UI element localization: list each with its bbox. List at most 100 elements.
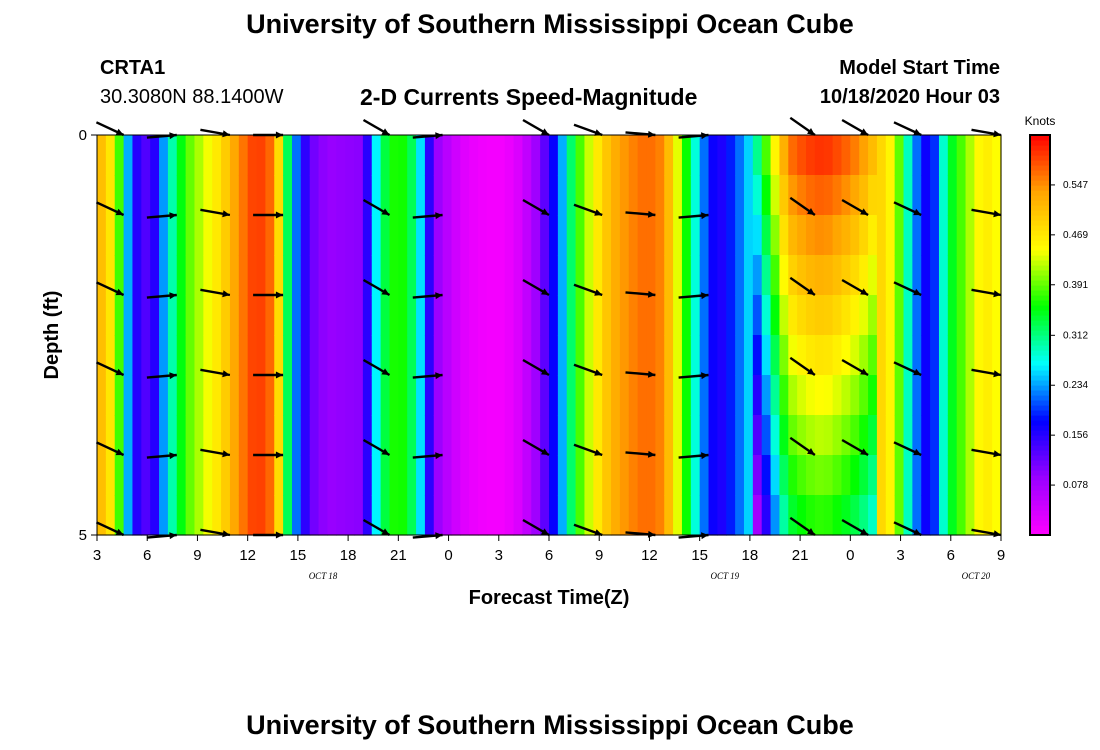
heatmap-cell	[841, 295, 851, 336]
current-arrow-head	[435, 452, 443, 460]
heatmap-cell	[992, 415, 1002, 456]
heatmap-cell	[894, 295, 905, 336]
colorbar-segment	[1030, 515, 1050, 521]
heatmap-cell	[433, 255, 444, 296]
heatmap-cell	[132, 495, 142, 536]
heatmap-cell	[283, 215, 293, 256]
colorbar-segment	[1030, 425, 1050, 431]
heatmap-cell	[611, 255, 621, 296]
x-tick-label: 9	[193, 547, 201, 564]
heatmap-cell	[655, 495, 665, 536]
heatmap-cell	[947, 415, 958, 456]
heatmap-cell	[850, 375, 860, 416]
current-arrow-head	[594, 529, 603, 536]
heatmap-cell	[761, 255, 772, 296]
x-tick-label: 3	[495, 547, 503, 564]
heatmap-cell	[540, 295, 550, 336]
heatmap-cell	[690, 175, 701, 216]
heatmap-cell	[97, 335, 107, 376]
heatmap-cell	[291, 295, 302, 336]
heatmap-cell	[203, 135, 213, 176]
heatmap-cell	[876, 135, 887, 176]
heatmap-cell	[309, 375, 320, 416]
heatmap-cell	[664, 375, 674, 416]
heatmap-cell	[504, 175, 515, 216]
heatmap-cell	[912, 295, 922, 336]
heatmap-cell	[646, 135, 656, 176]
heatmap-cell	[283, 295, 293, 336]
heatmap-cell	[557, 415, 568, 456]
colorbar-segment	[1030, 490, 1050, 496]
heatmap-cell	[912, 335, 922, 376]
heatmap-cell	[97, 455, 107, 496]
heatmap-cell	[203, 415, 213, 456]
heatmap-cell	[752, 455, 763, 496]
heatmap-cell	[194, 215, 204, 256]
heatmap-cell	[619, 335, 630, 376]
heatmap-cell	[637, 335, 648, 376]
heatmap-cell	[947, 295, 958, 336]
heatmap-cell	[992, 335, 1002, 376]
heatmap-cell	[300, 135, 311, 176]
heatmap-cell	[832, 175, 843, 216]
heatmap-cell	[761, 375, 772, 416]
heatmap-cell	[495, 255, 506, 296]
heatmap-cell	[619, 495, 630, 536]
heatmap-cell	[894, 375, 905, 416]
colorbar-label: 0.156	[1063, 430, 1088, 441]
heatmap-cell	[930, 215, 940, 256]
heatmap-cell	[673, 255, 683, 296]
heatmap-cell	[380, 175, 391, 216]
heatmap-cell	[876, 215, 887, 256]
heatmap-cell	[291, 455, 302, 496]
heatmap-cell	[478, 135, 488, 176]
heatmap-cell	[619, 255, 630, 296]
heatmap-cell	[708, 335, 718, 376]
heatmap-cell	[814, 295, 825, 336]
heatmap-cell	[469, 415, 479, 456]
heatmap-cell	[362, 215, 373, 256]
heatmap-cell	[699, 495, 710, 536]
heatmap-cell	[921, 455, 931, 496]
colorbar-segment	[1030, 350, 1050, 356]
current-arrow-head	[701, 452, 709, 460]
heatmap-cell	[974, 335, 984, 376]
heatmap-cell	[743, 255, 754, 296]
heatmap-cell	[628, 495, 639, 536]
current-arrow-head	[807, 208, 815, 215]
heatmap-cell	[167, 495, 178, 536]
heatmap-cell	[885, 255, 896, 296]
heatmap-cell	[486, 255, 497, 296]
heatmap-cell	[407, 495, 417, 536]
heatmap-cell	[965, 135, 976, 176]
colorbar-segment	[1030, 385, 1050, 391]
heatmap-cell	[513, 495, 524, 536]
heatmap-cell	[212, 375, 222, 416]
colorbar-segment	[1030, 150, 1050, 156]
heatmap-cell	[371, 255, 382, 296]
heatmap-cell	[97, 495, 107, 536]
heatmap-cell	[885, 415, 896, 456]
x-tick-label: 3	[896, 547, 904, 564]
heatmap-cell	[318, 495, 329, 536]
heatmap-cell	[788, 215, 798, 256]
heatmap-cell	[256, 415, 266, 456]
heatmap-cell	[167, 255, 178, 296]
x-tick-label: 15	[290, 547, 307, 564]
colorbar-segment	[1030, 470, 1050, 476]
heatmap-cell	[699, 335, 710, 376]
heatmap-cell	[619, 455, 630, 496]
heatmap-cell	[983, 175, 993, 216]
heatmap-cell	[673, 295, 683, 336]
heatmap-cell	[327, 295, 337, 336]
heatmap-cell	[690, 135, 701, 176]
heatmap-cell	[336, 175, 346, 216]
heatmap-cell	[761, 455, 772, 496]
heatmap-cell	[185, 375, 196, 416]
heatmap-cell	[788, 495, 798, 536]
heatmap-cell	[699, 295, 710, 336]
colorbar-segment	[1030, 300, 1050, 306]
heatmap-cell	[646, 215, 656, 256]
heatmap-cell	[380, 295, 391, 336]
heatmap-cell	[141, 255, 151, 296]
